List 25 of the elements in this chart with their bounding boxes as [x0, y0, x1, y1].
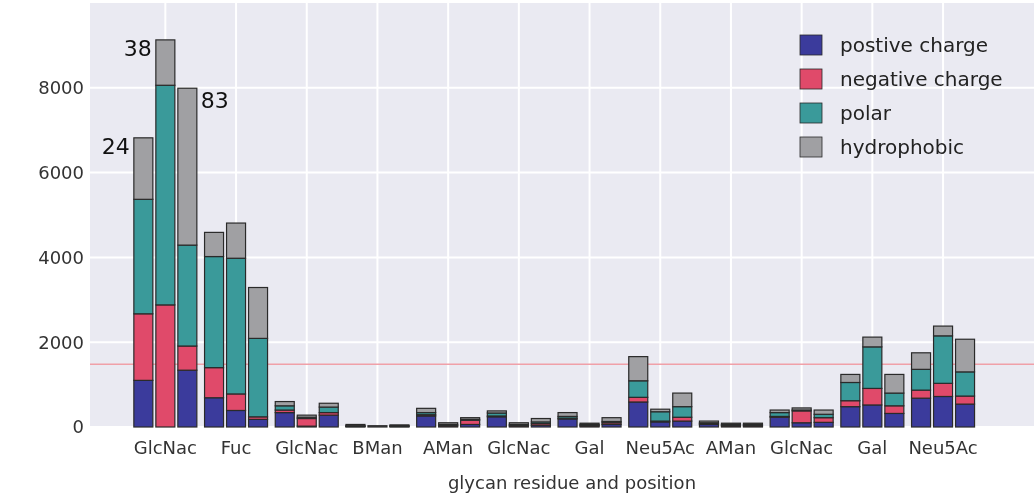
x-tick-label: Gal [574, 437, 605, 458]
legend-label: negative charge [840, 67, 1003, 91]
x-tick-label: GlcNac [770, 437, 834, 458]
y-tick-label: 6000 [38, 161, 84, 183]
x-tick-label: Neu5Ac [908, 437, 978, 458]
y-tick-label: 8000 [38, 77, 84, 99]
x-tick-label: BMan [352, 437, 403, 458]
legend-label: hydrophobic [840, 135, 965, 159]
y-tick-label: 0 [72, 416, 84, 438]
x-tick-label: AMan [423, 437, 474, 458]
x-tick-label: Fuc [220, 437, 252, 458]
y-tick-label: 4000 [38, 246, 84, 268]
x-axis-title: glycan residue and position [447, 472, 697, 493]
x-tick-label: GlcNac [487, 437, 551, 458]
x-tick-label: GlcNac [275, 437, 339, 458]
annotation: 38 [123, 35, 152, 61]
text: 24 [101, 133, 130, 159]
annotation: 83 [200, 88, 229, 114]
x-tick-label: GlcNac [133, 437, 197, 458]
legend-label: polar [840, 101, 892, 125]
legend-label: postive charge [840, 33, 989, 57]
x-tick-label: Neu5Ac [625, 437, 695, 458]
y-tick-label: 2000 [38, 331, 84, 353]
x-tick-label: AMan [705, 437, 757, 458]
x-tick-label: Gal [857, 437, 888, 458]
